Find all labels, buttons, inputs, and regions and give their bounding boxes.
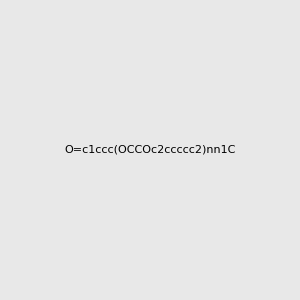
Text: O=c1ccc(OCCOc2ccccc2)nn1C: O=c1ccc(OCCOc2ccccc2)nn1C <box>64 145 236 155</box>
